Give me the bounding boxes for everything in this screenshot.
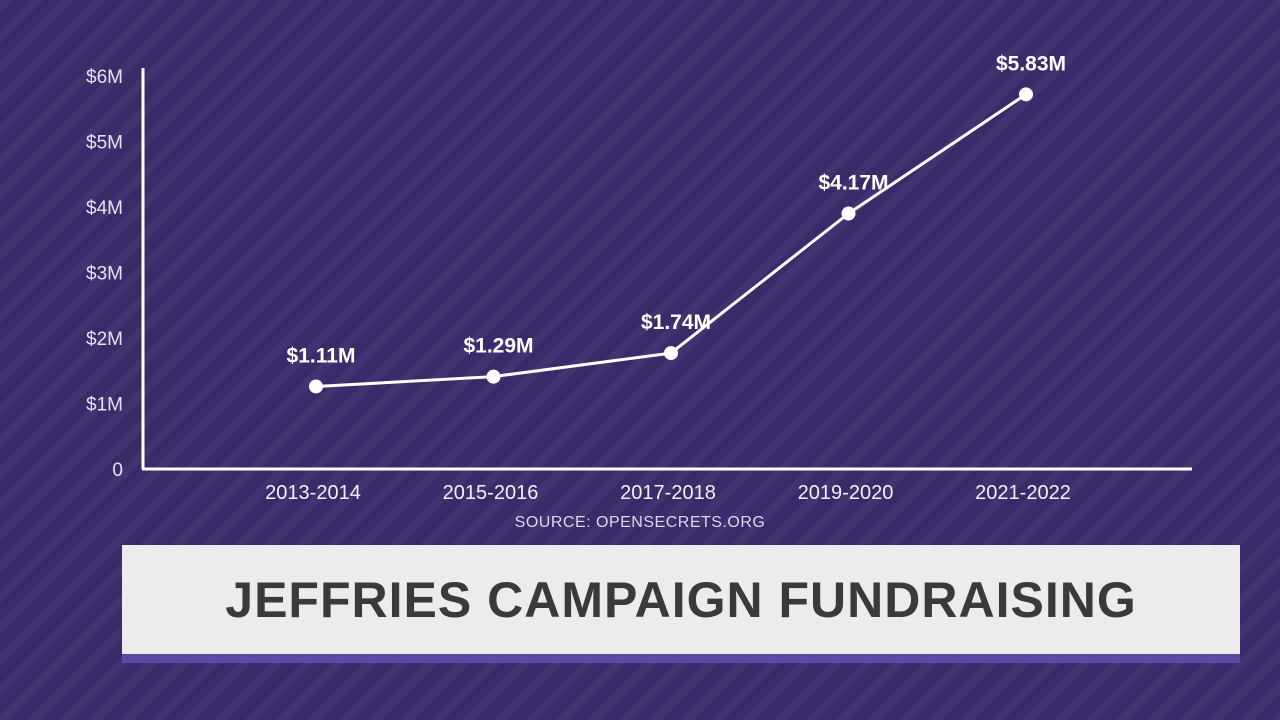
x-axis-ticks: 2013-2014 2015-2016 2017-2018 2019-2020 2021… [265, 482, 1071, 504]
y-tick-label: 0 [112, 460, 123, 481]
data-point [1019, 87, 1033, 102]
data-point [664, 346, 678, 361]
series-line [315, 93, 1027, 388]
x-tick-label: 2017-2018 [620, 482, 716, 504]
y-tick-label: $2M [86, 329, 123, 350]
data-points [309, 87, 1033, 394]
y-tick-label: $6M [86, 67, 123, 88]
x-tick-label: 2013-2014 [265, 482, 361, 504]
data-label: $1.74M [641, 311, 711, 334]
y-tick-label: $1M [86, 395, 123, 416]
data-label: $1.29M [463, 335, 533, 358]
title-banner: JEFFRIES CAMPAIGN FUNDRAISING [122, 545, 1240, 663]
data-label: $1.11M [287, 344, 356, 367]
fundraising-line-chart: 0$1M$2M$3M$4M$5M$6M 2013-2014 2015-2016 20… [86, 52, 1192, 504]
y-axis-ticks: 0 $1M $2M $3M $4M $5M $6M [86, 67, 123, 481]
data-label: $5.83M [996, 52, 1066, 75]
data-point [309, 379, 323, 394]
x-tick-label: 2019-2020 [798, 482, 894, 504]
data-point [841, 206, 856, 221]
y-tick-label: $5M [86, 133, 123, 154]
y-tick-label: $3M [86, 264, 123, 285]
data-label: $4.17M [818, 172, 888, 195]
data-labels: $1.11M $1.29M $1.74M $4.17M $5.83M [287, 52, 1066, 367]
x-tick-label: 2015-2016 [443, 482, 539, 504]
data-point [486, 369, 501, 384]
y-tick-label: $4M [86, 198, 123, 219]
chart-title: JEFFRIES CAMPAIGN FUNDRAISING [225, 571, 1137, 628]
x-tick-label: 2021-2022 [975, 482, 1071, 504]
source-note: SOURCE: OPENSECRETS.ORG [514, 514, 766, 531]
